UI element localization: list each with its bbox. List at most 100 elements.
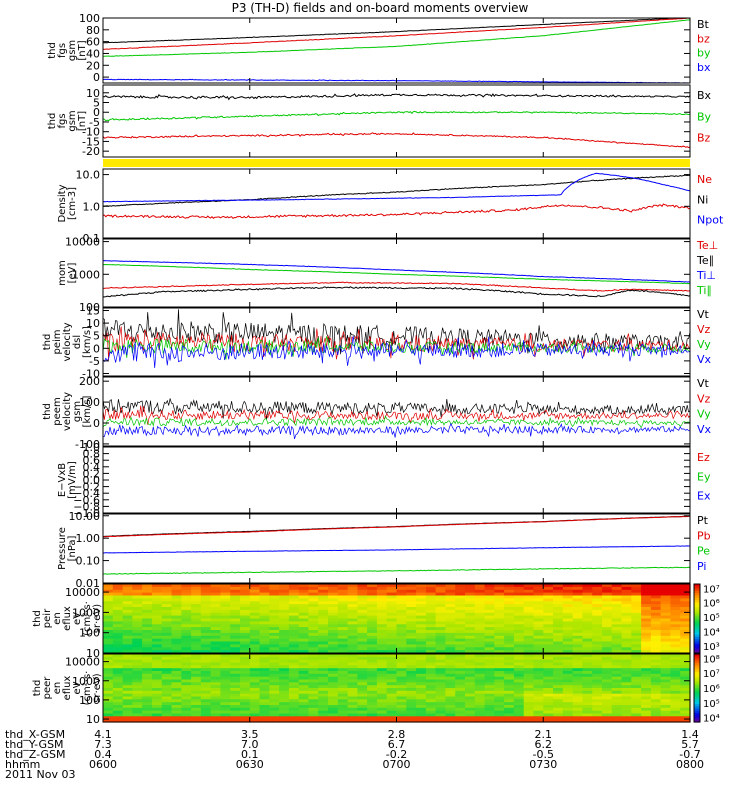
spectrogram-cell [269,641,280,645]
spectrogram-cell [641,702,652,706]
spectrogram-cell [670,696,681,700]
spectrogram-cell [513,662,525,666]
spectrogram-cell [132,656,143,661]
spectrogram-cell [592,586,603,591]
spectrogram-cell [200,671,212,675]
spectrogram-cell [279,635,290,640]
spectrogram-cell [533,679,544,683]
spectrogram-cells [103,654,691,723]
spectrogram-cell [112,598,124,602]
spectrogram-cell [298,690,310,695]
spectrogram-cell [523,707,535,712]
spectrogram-cell [592,644,603,648]
y-axis-label: thdfgsgsm[nT] [47,110,88,131]
spectrogram-cell [543,650,554,654]
spectrogram-cell [435,716,446,720]
spectrogram-cell [523,662,535,666]
spectrogram-cell [249,659,261,664]
spectrogram-cell [474,679,486,683]
spectrogram-cell [357,679,368,683]
colorbar-swatch [694,641,700,645]
spectrogram-cell [357,612,368,617]
spectrogram-cell [582,716,593,720]
spectrogram-cell [240,621,251,625]
spectrogram-cell [602,682,613,686]
spectrogram-cell [132,682,143,686]
spectrogram-cell [543,659,554,664]
spectrogram-cell [641,586,652,591]
spectrogram-cell [582,638,593,643]
spectrogram-cell [328,679,339,683]
spectrogram-cell [513,638,525,643]
spectrogram-cell [112,644,124,648]
colorbar-swatch [694,597,700,601]
spectrogram-cell [513,659,525,664]
spectrogram-cell [288,621,300,625]
spectrogram-cell [376,592,388,597]
spectrogram-cell [670,589,681,594]
colorbar-swatch [694,674,700,678]
spectrogram-cell [259,638,270,643]
spectrogram-cell [611,656,623,661]
spectrogram-cell [435,627,446,631]
spectrogram-cell [161,690,173,695]
spectrogram-cell [572,635,583,640]
spectrogram-cell [435,630,446,634]
spectrogram-cell [181,615,192,620]
spectrogram-cell [504,641,515,645]
spectrogram-cell [670,665,681,669]
spectrogram-cell [562,592,574,597]
spectrogram-cell [523,595,535,599]
colorbar-swatch [694,632,700,636]
spectrogram-cell [494,656,505,661]
colorbar-swatch [694,639,700,643]
spectrogram-cell [376,710,388,715]
spectrogram-cell [191,659,202,664]
spectrogram-cell [318,671,329,675]
spectrogram-cell [249,638,261,643]
spectrogram-cell [523,632,535,637]
spectrogram-cell [249,647,261,651]
spectrogram-cell [513,713,525,717]
spectrogram-cell [474,690,486,695]
spectrogram-cell [660,644,671,648]
spectrogram-cell [132,589,143,594]
spectrogram-cell [494,705,505,709]
spectrogram-cell [445,705,456,709]
spectrogram-cell [523,702,535,706]
series-p3-Npot [102,172,691,203]
spectrogram-cell [181,705,192,709]
spectrogram-cell [103,716,114,720]
colorbar-swatch [694,669,700,673]
spectrogram-cell [171,618,182,622]
spectrogram-cell [230,690,241,695]
spectrogram-cell [386,682,398,686]
ephemeris-value: 2.8 [388,728,406,741]
spectrogram-cell [406,644,417,648]
spectrogram-cell [680,644,691,648]
spectrogram-cell [582,685,593,689]
spectrogram-cell [249,618,261,622]
spectrogram-cell [513,654,525,658]
spectrogram-cell [200,716,212,720]
spectrogram-cell [357,673,368,678]
spectrogram-cell [406,612,417,617]
spectrogram-cell [259,586,270,591]
spectrogram-cell [533,676,544,681]
spectrogram-cell [337,601,349,605]
spectrogram-cell [279,615,290,620]
y-axis-label-line: [km/s] [82,395,93,427]
spectrogram-cell [406,586,417,591]
spectrogram-cell [592,662,603,666]
spectrogram-cell [494,627,505,631]
spectrogram-cell [416,662,427,666]
spectrogram-cell [445,632,456,637]
spectrogram-cell [513,627,525,631]
spectrogram-cell [445,719,456,723]
spectrogram-cell [328,627,339,631]
spectrogram-cell [259,716,270,720]
spectrogram-cell [435,635,446,640]
spectrogram-cell [112,589,124,594]
spectrogram-cell [386,595,398,599]
spectrogram-cell [602,673,613,678]
